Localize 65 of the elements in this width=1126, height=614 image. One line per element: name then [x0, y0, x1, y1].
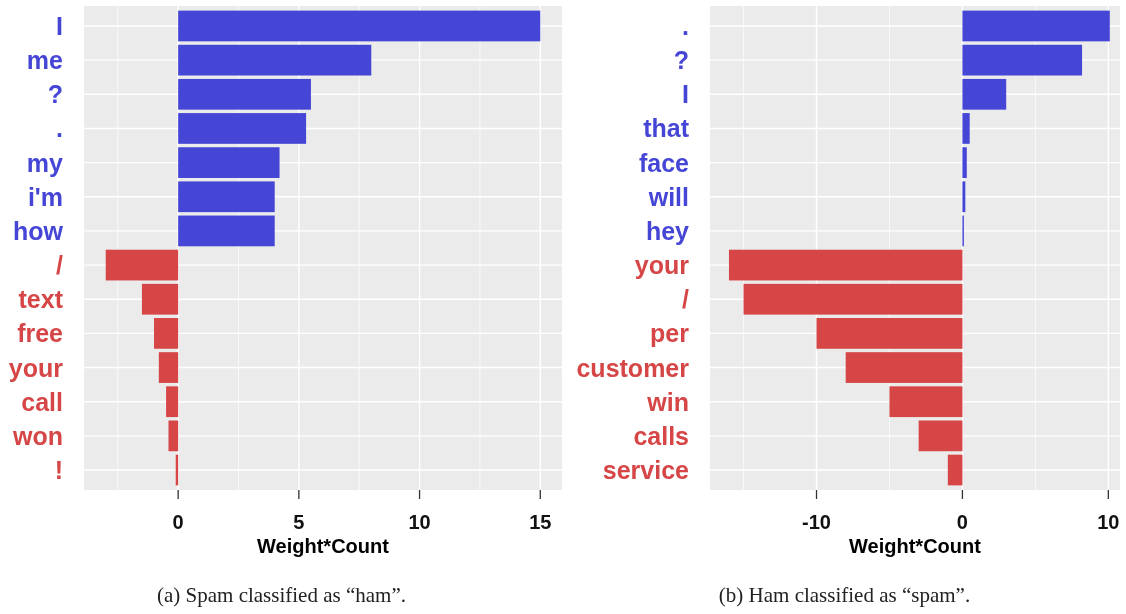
x-tick-label: 10 [1097, 511, 1120, 533]
y-tick-label: me [26, 46, 64, 75]
x-tick-label: -10 [802, 511, 831, 533]
bar [166, 386, 179, 418]
x-tick-label: 15 [529, 511, 552, 533]
bar [178, 10, 541, 42]
y-tick-label: I [682, 80, 689, 109]
y-tick-label: that [643, 114, 690, 143]
x-tick-label: 0 [956, 511, 968, 533]
bar [728, 249, 963, 281]
y-tick-label: your [634, 251, 690, 280]
y-tick-label: calls [633, 421, 689, 450]
y-tick-label: my [26, 148, 64, 177]
x-tick-label: 5 [293, 511, 305, 533]
bar [845, 352, 963, 383]
y-tick-label: ? [673, 46, 689, 75]
x-axis-title: Weight*Count [257, 535, 390, 557]
bar [962, 78, 1007, 110]
y-tick-label: free [17, 319, 64, 348]
y-tick-label: win [646, 387, 689, 416]
bar [105, 249, 179, 281]
y-tick-label: your [8, 353, 64, 382]
text: (b) Ham classified as “spam”. [718, 583, 971, 607]
bar [141, 283, 179, 315]
bar [918, 420, 963, 452]
y-tick-label: will [647, 182, 689, 211]
bar [178, 181, 275, 213]
bar [178, 147, 280, 178]
y-tick-label: . [682, 11, 689, 40]
y-tick-label: ! [54, 456, 63, 485]
bar [962, 44, 1083, 76]
bar [168, 420, 179, 452]
bar [178, 78, 311, 110]
y-tick-label: hey [645, 216, 690, 245]
x-axis-title: Weight*Count [849, 535, 982, 557]
y-tick-label: i'm [27, 182, 63, 211]
x-tick-label: 10 [408, 511, 431, 533]
bar [158, 352, 179, 383]
bar [154, 318, 179, 349]
y-tick-label: ? [47, 80, 63, 109]
y-tick-label: how [13, 216, 64, 245]
y-tick-label: . [56, 114, 63, 143]
bar [889, 386, 963, 418]
y-tick-label: customer [576, 353, 690, 382]
text: (a) Spam classified as “ham”. [157, 583, 406, 607]
bar [816, 318, 963, 349]
y-tick-label: face [638, 148, 690, 177]
x-tick-label: 0 [172, 511, 184, 533]
y-tick-label: service [602, 456, 690, 485]
bar [962, 113, 970, 144]
y-tick-label: won [12, 421, 63, 450]
y-tick-label: per [650, 319, 690, 348]
bar [962, 10, 1110, 42]
bar [178, 215, 275, 247]
bar [962, 147, 967, 178]
y-tick-label: text [18, 285, 64, 314]
y-tick-label: I [56, 11, 63, 40]
bar [178, 44, 372, 76]
bar [947, 454, 963, 486]
bar [743, 283, 963, 315]
bar [178, 113, 307, 144]
y-tick-label: call [21, 387, 63, 416]
bar [962, 181, 966, 213]
y-tick-label: / [56, 251, 64, 280]
y-tick-label: / [682, 285, 690, 314]
